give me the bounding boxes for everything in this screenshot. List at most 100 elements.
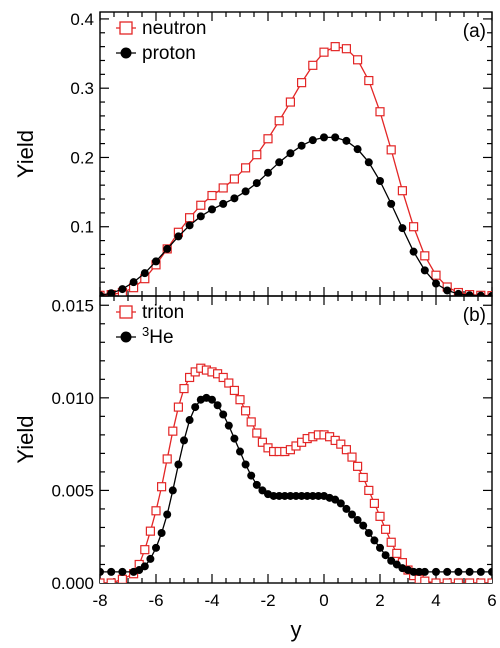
data-point-circle	[236, 447, 244, 456]
legend-marker-circle	[120, 331, 132, 343]
data-point-circle	[409, 567, 418, 576]
data-point-square	[246, 417, 256, 427]
data-point-circle	[353, 516, 362, 525]
data-point-circle	[308, 491, 317, 500]
data-point-square	[252, 150, 262, 160]
data-point-square	[319, 47, 329, 57]
data-point-circle	[219, 410, 228, 419]
data-point-circle	[342, 504, 351, 513]
data-point-square	[218, 372, 228, 383]
data-point-square	[353, 55, 363, 65]
data-point-circle	[252, 179, 261, 188]
data-point-square	[487, 578, 492, 583]
data-point-circle	[409, 247, 418, 256]
data-point-circle	[420, 567, 429, 576]
data-point-square	[168, 426, 178, 436]
data-point-circle	[443, 567, 452, 576]
data-point-circle	[465, 567, 474, 576]
data-point-square	[409, 222, 419, 232]
data-point-square	[229, 385, 239, 396]
data-point-circle	[488, 567, 492, 576]
data-point-circle	[152, 543, 160, 552]
data-point-circle	[465, 291, 474, 296]
data-point-circle	[443, 286, 452, 295]
data-point-circle	[286, 491, 295, 500]
data-point-square	[476, 578, 486, 583]
data-point-square	[358, 472, 368, 483]
data-point-circle	[230, 194, 239, 203]
data-point-circle	[376, 177, 384, 186]
data-point-circle	[320, 133, 328, 142]
data-point-circle	[342, 136, 351, 145]
data-point-square	[173, 402, 183, 412]
y-tick-label: 0.015	[51, 296, 94, 315]
data-point-circle	[364, 529, 373, 538]
data-point-circle	[297, 491, 306, 500]
data-point-square	[185, 372, 195, 383]
data-point-square	[145, 526, 155, 536]
data-point-circle	[129, 278, 138, 287]
data-point-square	[364, 75, 374, 86]
data-point-circle	[454, 289, 463, 296]
data-point-square	[308, 60, 318, 70]
data-point-square	[341, 44, 351, 54]
data-point-square	[207, 190, 217, 201]
data-point-circle	[353, 145, 362, 154]
data-point-square	[100, 578, 105, 583]
data-point-circle	[208, 205, 216, 214]
data-point-circle	[454, 567, 463, 576]
data-point-square	[196, 200, 206, 210]
data-point-circle	[381, 551, 390, 560]
data-point-square	[263, 134, 273, 144]
data-point-circle	[314, 491, 323, 500]
data-point-square	[224, 378, 234, 388]
data-layer	[100, 42, 492, 296]
data-point-square	[157, 482, 167, 492]
data-point-circle	[163, 244, 172, 253]
panel-a: 0.1 0.2 0.3 0.4 Yield (a) neutron proton	[13, 10, 493, 297]
data-point-square	[347, 452, 357, 462]
data-point-circle	[308, 136, 317, 145]
data-point-circle	[364, 158, 373, 167]
data-point-square	[375, 107, 385, 117]
data-point-circle	[376, 543, 384, 552]
data-point-square	[218, 183, 228, 193]
data-point-square	[420, 251, 430, 261]
data-point-square	[336, 439, 346, 449]
data-point-circle	[432, 567, 440, 576]
data-point-circle	[224, 421, 233, 430]
x-tick-label: -4	[204, 591, 219, 610]
y-tick-label: 0.000	[51, 574, 94, 593]
data-point-circle	[185, 416, 194, 425]
data-point-circle	[348, 510, 356, 519]
data-point-circle	[185, 221, 194, 230]
data-point-circle	[152, 257, 160, 266]
data-point-square	[257, 437, 267, 447]
data-point-circle	[174, 232, 183, 241]
data-point-square	[235, 395, 245, 405]
data-point-circle	[107, 567, 116, 576]
data-point-circle	[174, 460, 183, 469]
data-point-circle	[213, 401, 222, 410]
legend-marker-square	[119, 305, 133, 319]
data-point-circle	[163, 510, 172, 519]
x-tick-label: 0	[319, 591, 328, 610]
data-point-square	[179, 383, 189, 394]
data-point-circle	[359, 521, 368, 530]
x-tick-label: -8	[92, 591, 107, 610]
data-point-circle	[146, 554, 155, 563]
x-tick-label: 2	[375, 591, 384, 610]
data-point-circle	[269, 491, 278, 500]
x-axis-title: y	[291, 617, 302, 642]
data-point-circle	[100, 291, 104, 296]
data-point-square	[369, 498, 379, 508]
data-point-circle	[219, 199, 228, 208]
x-tick-label: 6	[487, 591, 496, 610]
data-point-circle	[303, 491, 312, 500]
data-point-circle	[241, 187, 250, 196]
data-point-circle	[336, 499, 345, 508]
y-tick-label: 0.010	[51, 389, 94, 408]
x-tick-label: 4	[431, 591, 440, 610]
data-point-square	[341, 445, 351, 455]
